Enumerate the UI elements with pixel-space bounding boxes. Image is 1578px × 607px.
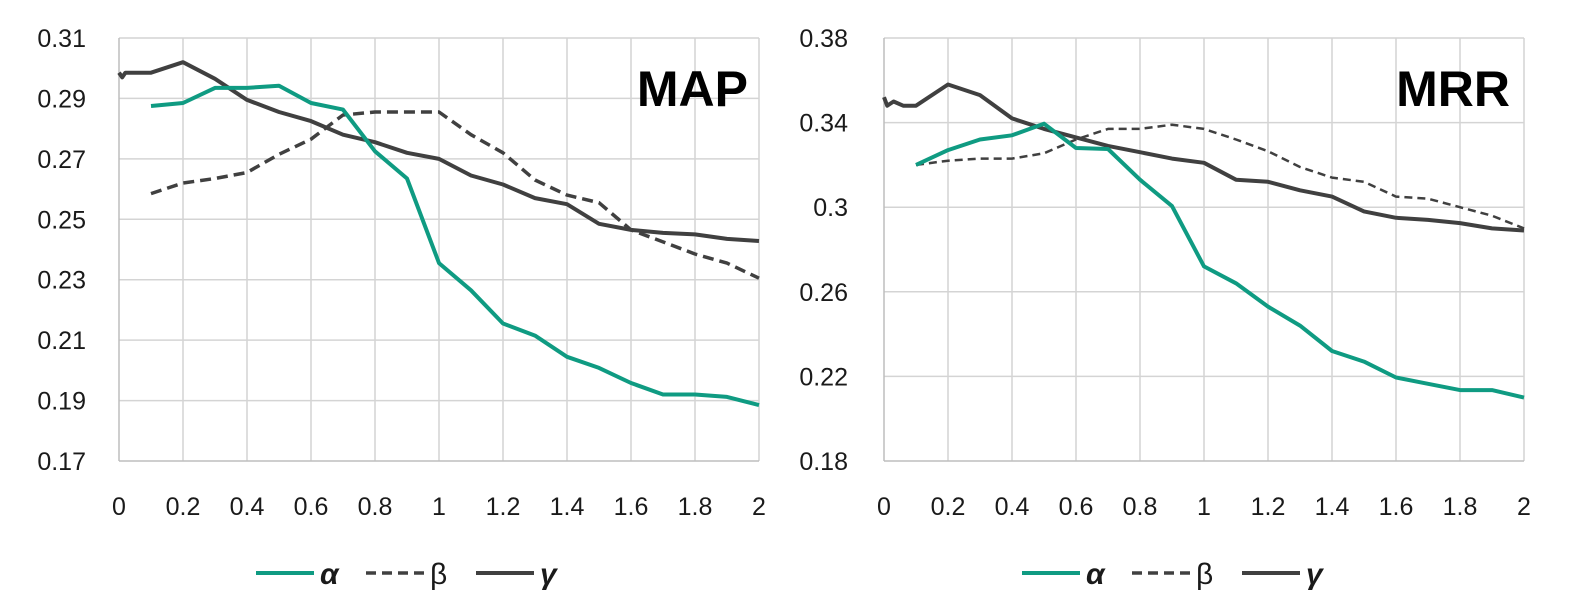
- x-tick-label: 1: [432, 493, 446, 521]
- y-tick-label: 0.27: [37, 146, 86, 174]
- y-tick-label: 0.19: [37, 388, 86, 416]
- series-line-alpha: [150, 83, 760, 408]
- y-tick-label: 0.38: [799, 25, 848, 53]
- y-tick-label: 0.17: [37, 448, 86, 476]
- y-tick-label: 0.25: [37, 206, 86, 234]
- x-tick-label: 1: [1197, 493, 1211, 521]
- legend-label-gamma: γ: [1306, 558, 1325, 591]
- legend-label-beta: β: [1196, 558, 1213, 591]
- series-line-gamma: [882, 82, 1525, 233]
- y-tick-label: 0.26: [799, 279, 848, 307]
- y-tick-label: 0.3: [813, 194, 848, 222]
- x-tick-label: 0: [112, 493, 126, 521]
- x-tick-label: 0.4: [995, 493, 1030, 521]
- x-tick-label: 0.2: [166, 493, 201, 521]
- x-tick-label: 1.6: [1379, 493, 1414, 521]
- x-tick-label: 0.2: [931, 493, 966, 521]
- y-tick-label: 0.29: [37, 85, 86, 113]
- x-tick-label: 0.8: [1123, 493, 1158, 521]
- y-tick-label: 0.31: [37, 25, 86, 53]
- y-tick-label: 0.22: [799, 363, 848, 391]
- legend-label-beta: β: [430, 558, 447, 591]
- legend-label-gamma: γ: [540, 558, 559, 591]
- x-tick-label: 1.8: [678, 493, 713, 521]
- x-tick-label: 1.8: [1443, 493, 1478, 521]
- panel-title: MRR: [1396, 61, 1510, 117]
- series-line-beta: [150, 110, 760, 280]
- x-tick-label: 1.2: [1251, 493, 1286, 521]
- y-tick-label: 0.18: [799, 448, 848, 476]
- series-line-gamma: [117, 60, 760, 243]
- x-tick-label: 1.4: [1315, 493, 1350, 521]
- panel-title: MAP: [637, 61, 748, 117]
- y-tick-label: 0.23: [37, 267, 86, 295]
- x-tick-label: 2: [1517, 493, 1531, 521]
- y-tick-label: 0.21: [37, 327, 86, 355]
- x-tick-label: 2: [752, 493, 766, 521]
- chart-panel-map: 0 0.2 0.4 0.6 0.8 1 1.2 1.4 1.6 1.8 2 0.31 0.29 0.27 0…: [37, 25, 766, 591]
- legend-label-alpha: α: [1086, 558, 1106, 591]
- x-tick-label: 1.4: [550, 493, 585, 521]
- x-tick-label: 0: [877, 493, 891, 521]
- series-line-beta: [915, 123, 1525, 230]
- x-tick-label: 0.6: [1059, 493, 1094, 521]
- x-tick-label: 0.8: [358, 493, 393, 521]
- chart-panel-mrr: 0 0.2 0.4 0.6 0.8 1 1.2 1.4 1.6 1.8 2 0.38 0.34 0.3 0.…: [799, 25, 1531, 591]
- series-line-alpha: [915, 121, 1525, 400]
- x-tick-label: 1.2: [486, 493, 521, 521]
- x-tick-label: 0.4: [230, 493, 265, 521]
- legend-label-alpha: α: [320, 558, 340, 591]
- y-tick-label: 0.34: [799, 110, 848, 138]
- x-tick-label: 1.6: [614, 493, 649, 521]
- x-tick-label: 0.6: [294, 493, 329, 521]
